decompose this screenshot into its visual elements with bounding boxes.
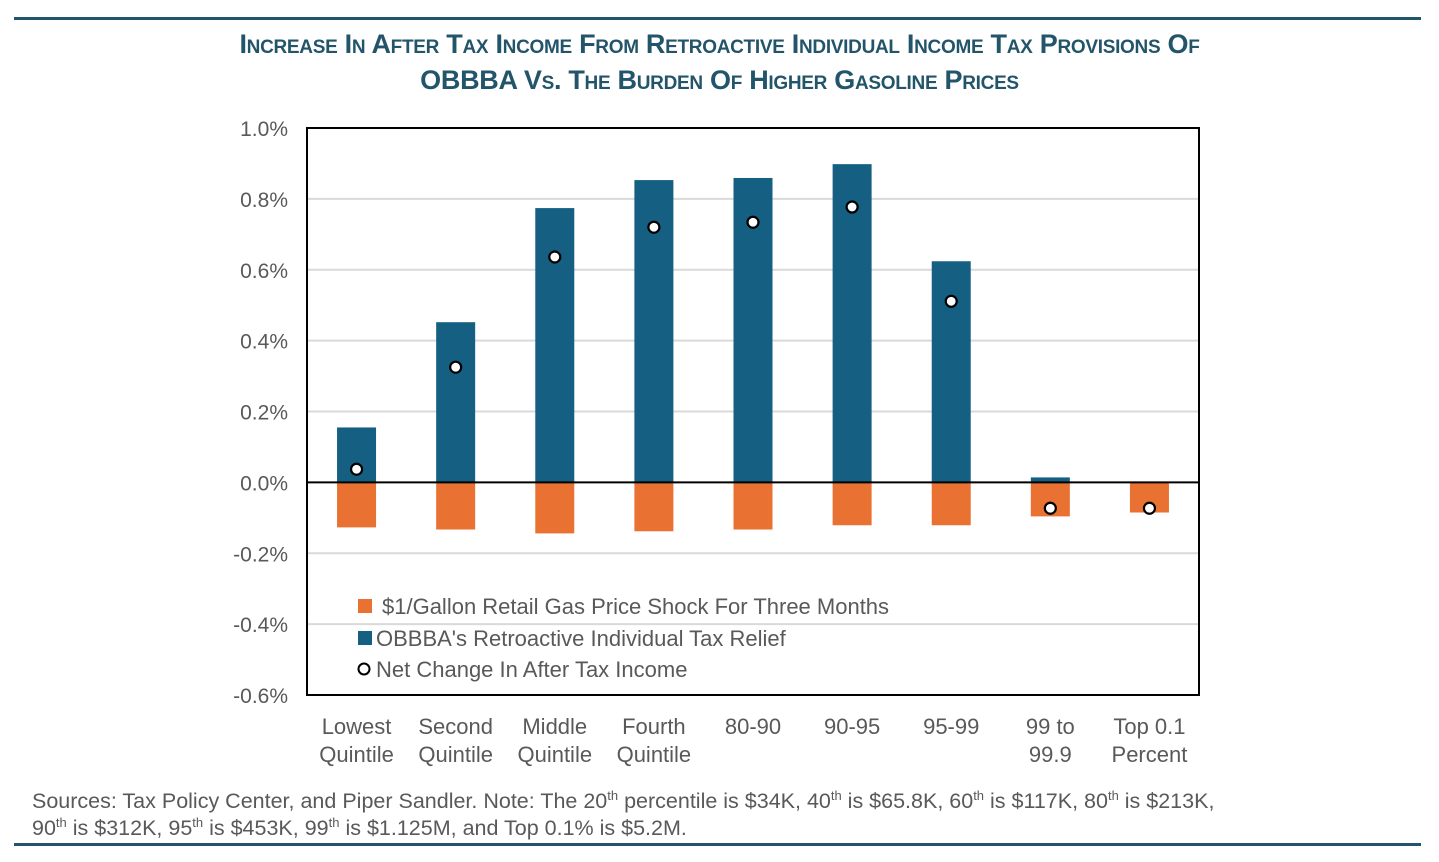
x-tick-label: 95-99 <box>923 714 979 739</box>
x-tick-label: Top 0.1 <box>1113 714 1185 739</box>
ordinal-suffix: th <box>192 815 204 830</box>
net-change-marker <box>349 462 364 476</box>
bar-gas-shock <box>733 482 773 530</box>
source-note-line-2: 90th is $312K, 95th is $453K, 99th is $1… <box>32 815 687 840</box>
y-tick-label: -0.6% <box>233 685 288 708</box>
net-change-marker <box>449 360 463 374</box>
bar-gas-shock <box>832 482 872 526</box>
y-tick-label: 1.0% <box>240 118 288 141</box>
bar-gas-shock <box>931 482 971 526</box>
ordinal-suffix: th <box>328 815 340 830</box>
y-tick-label: 0.4% <box>240 331 288 354</box>
net-change-marker <box>647 220 661 234</box>
x-tick-label: Lowest <box>322 714 392 739</box>
ordinal-suffix: th <box>830 788 842 803</box>
legend-marker-net-change <box>357 662 371 676</box>
x-tick-label: Quintile <box>418 742 493 767</box>
bar-gas-shock <box>337 482 377 528</box>
bar-gas-shock <box>436 482 476 530</box>
footer-rule <box>14 843 1421 846</box>
y-tick-label: 0.8% <box>240 189 288 212</box>
bar-tax-relief <box>535 208 575 483</box>
ordinal-suffix: th <box>1107 788 1119 803</box>
x-tick-label: Middle <box>522 714 587 739</box>
chart-title-line-2: OBBBA Vs. The Burden Of Higher Gasoline … <box>420 65 1019 95</box>
chart-title-line-1: Increase In After Tax Income From Retroa… <box>239 29 1200 59</box>
net-change-marker <box>548 250 562 264</box>
x-tick-label: Percent <box>1112 742 1188 767</box>
header-rule <box>14 17 1421 20</box>
ordinal-suffix: th <box>973 788 985 803</box>
bar-gas-shock <box>634 482 674 532</box>
source-note-line-1: Sources: Tax Policy Center, and Piper Sa… <box>32 788 1215 813</box>
bar-tax-relief <box>1030 477 1070 483</box>
y-tick-label: 0.6% <box>240 260 288 283</box>
y-axis-ticks: 1.0% 0.8% 0.6% 0.4% 0.2% 0.0% -0.2% -0.4% -0.6% <box>233 118 288 708</box>
ordinal-suffix: th <box>607 788 619 803</box>
y-tick-label: 0.0% <box>240 472 288 495</box>
x-tick-label: Quintile <box>319 742 394 767</box>
net-change-marker <box>944 294 958 308</box>
bar-tax-relief <box>931 261 971 483</box>
x-axis-ticks: Lowest Quintile Second Quintile Middle Quinti… <box>319 714 1187 767</box>
legend-swatch-tax-relief <box>358 631 372 645</box>
bar-gas-shock <box>535 482 575 534</box>
y-tick-label: -0.4% <box>233 614 288 637</box>
net-change-markers <box>349 200 1157 515</box>
x-tick-label: Quintile <box>617 742 692 767</box>
chart-title: Increase In After Tax Income From Retroa… <box>0 26 1439 98</box>
plot-area-border <box>306 127 1200 696</box>
x-tick-label: 99 to <box>1026 714 1075 739</box>
legend-swatch-gas-shock <box>358 599 372 613</box>
legend-label-gas-shock: $1/Gallon Retail Gas Price Shock For Thr… <box>382 594 889 619</box>
x-tick-label: Quintile <box>517 742 592 767</box>
net-change-marker <box>746 215 760 229</box>
legend: $1/Gallon Retail Gas Price Shock For Thr… <box>357 594 889 682</box>
x-tick-label: Second <box>418 714 493 739</box>
bars <box>337 164 1169 534</box>
bar-tax-relief <box>436 322 476 483</box>
ordinal-suffix: th <box>55 815 67 830</box>
x-tick-label: 90-95 <box>824 714 880 739</box>
net-change-marker <box>845 200 859 214</box>
legend-label-tax-relief: OBBBA's Retroactive Individual Tax Relie… <box>376 626 787 651</box>
bar-tax-relief <box>832 164 872 483</box>
source-note: Sources: Tax Policy Center, and Piper Sa… <box>32 788 1432 842</box>
net-change-marker <box>1043 501 1057 515</box>
x-tick-label: 80-90 <box>725 714 781 739</box>
x-tick-label: Fourth <box>622 714 686 739</box>
y-tick-label: -0.2% <box>233 543 288 566</box>
legend-label-net-change: Net Change In After Tax Income <box>376 657 687 682</box>
y-tick-label: 0.2% <box>240 402 288 425</box>
net-change-marker <box>1142 501 1157 515</box>
x-tick-label: 99.9 <box>1029 742 1072 767</box>
